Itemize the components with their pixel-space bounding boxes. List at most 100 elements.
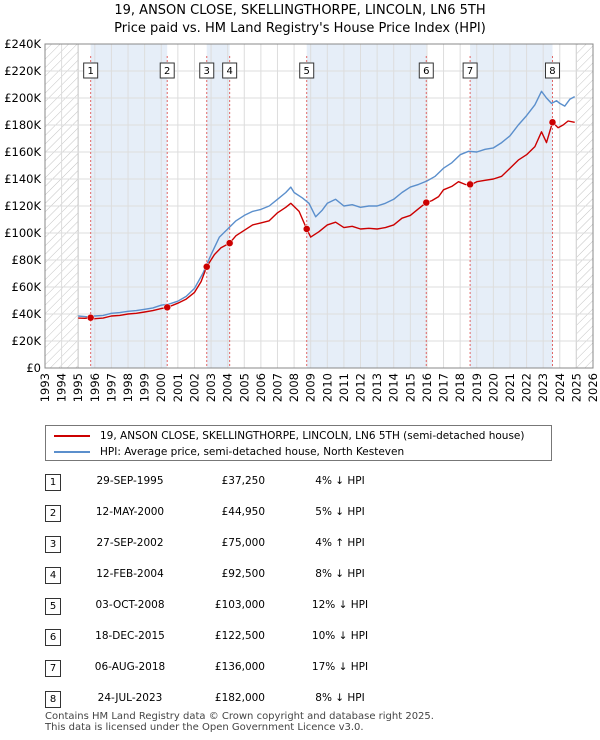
x-tick-label: 2012 xyxy=(354,373,368,402)
row-hpi-change: 5% ↓ HPI xyxy=(315,506,365,518)
table-row: 8 24-JUL-2023 £182,000 8% ↓ HPI xyxy=(45,690,550,710)
row-number: 1 xyxy=(45,474,61,491)
x-tick-label: 2021 xyxy=(503,373,517,402)
x-tick-label: 2000 xyxy=(154,373,168,402)
x-tick-label: 1994 xyxy=(55,373,69,402)
row-number: 6 xyxy=(45,629,61,646)
transaction-box-label-5: 5 xyxy=(304,66,310,77)
x-tick-label: 2022 xyxy=(520,373,534,402)
y-tick-label: £140K xyxy=(4,172,41,186)
row-price: £44,950 xyxy=(221,506,265,518)
x-tick-label: 2024 xyxy=(553,373,567,402)
legend-swatch-hpi xyxy=(54,451,90,453)
x-tick-label: 2020 xyxy=(486,373,500,402)
transaction-point-6 xyxy=(422,198,431,207)
table-row: 3 27-SEP-2002 £75,000 4% ↑ HPI xyxy=(45,535,550,555)
row-date: 12-FEB-2004 xyxy=(96,568,164,580)
transaction-point-2 xyxy=(163,303,171,312)
x-tick-label: 1999 xyxy=(138,373,152,402)
transaction-box-label-1: 1 xyxy=(87,66,93,77)
row-number: 3 xyxy=(45,536,61,553)
y-tick-label: £40K xyxy=(12,307,42,321)
row-number: 4 xyxy=(45,567,61,584)
price-chart: 1 2 3 4 5 6 7 8 £0 £20K £40K £60K £80K £100K £120K £14… xyxy=(4,37,600,402)
transaction-box-label-6: 6 xyxy=(423,66,429,77)
table-row: 6 18-DEC-2015 £122,500 10% ↓ HPI xyxy=(45,628,550,648)
row-hpi-change: 8% ↓ HPI xyxy=(315,692,365,704)
x-tick-label: 2002 xyxy=(187,373,201,402)
x-tick-label: 2018 xyxy=(453,373,467,402)
chart-title-line1: 19, ANSON CLOSE, SKELLINGTHORPE, LINCOLN… xyxy=(114,3,486,18)
y-tick-label: £80K xyxy=(12,253,42,267)
transaction-box-label-4: 4 xyxy=(226,66,232,77)
transaction-box-8 xyxy=(544,62,560,79)
row-number: 5 xyxy=(45,598,61,615)
x-tick-label: 2010 xyxy=(320,373,334,402)
x-tick-label: 2026 xyxy=(586,373,600,402)
transaction-box-6 xyxy=(418,62,434,79)
row-price: £92,500 xyxy=(221,568,265,580)
table-row: 1 29-SEP-1995 £37,250 4% ↓ HPI xyxy=(45,473,550,493)
x-tick-label: 2013 xyxy=(370,373,384,402)
y-tick-label: £160K xyxy=(4,145,41,159)
y-tick-label: £200K xyxy=(4,91,41,105)
legend-swatch-property xyxy=(54,435,90,437)
transaction-point-8 xyxy=(548,118,557,127)
chart-title: 19, ANSON CLOSE, SKELLINGTHORPE, LINCOLN… xyxy=(0,2,600,38)
row-hpi-change: 10% ↓ HPI xyxy=(311,630,369,642)
y-tick-label: £20K xyxy=(12,334,42,348)
chart-subtitle: Price paid vs. HM Land Registry's House … xyxy=(114,21,486,36)
transaction-point-7 xyxy=(466,180,474,189)
y-tick-label: £60K xyxy=(12,280,42,294)
x-tick-label: 2014 xyxy=(387,373,401,402)
x-tick-label: 2005 xyxy=(237,373,251,402)
x-tick-label: 1996 xyxy=(88,373,102,402)
y-tick-label: £100K xyxy=(4,226,41,240)
footer-licence: This data is licensed under the Open Gov… xyxy=(45,722,364,733)
transaction-point-5 xyxy=(302,225,311,233)
x-tick-label: 1998 xyxy=(121,373,135,402)
legend: 19, ANSON CLOSE, SKELLINGTHORPE, LINCOLN… xyxy=(45,425,552,461)
row-price: £136,000 xyxy=(214,661,265,673)
y-tick-label: £220K xyxy=(4,64,41,78)
legend-item-property: 19, ANSON CLOSE, SKELLINGTHORPE, LINCOLN… xyxy=(54,428,524,444)
transaction-labels: 1 2 3 4 5 6 7 8 xyxy=(83,62,560,79)
transaction-points xyxy=(86,118,557,322)
row-hpi-change: 8% ↓ HPI xyxy=(315,568,365,580)
x-tick-label: 2006 xyxy=(254,373,268,402)
plot-frame xyxy=(44,43,594,369)
x-tick-label: 2023 xyxy=(536,373,550,402)
table-row: 4 12-FEB-2004 £92,500 8% ↓ HPI xyxy=(45,566,550,586)
legend-item-hpi: HPI: Average price, semi-detached house,… xyxy=(54,444,404,460)
y-tick-label: £240K xyxy=(4,37,41,51)
y-tick-label: £120K xyxy=(4,199,41,213)
x-tick-label: 2016 xyxy=(420,373,434,402)
row-number: 8 xyxy=(45,691,61,708)
footer-copyright: Contains HM Land Registry data © Crown c… xyxy=(45,711,434,722)
row-date: 27-SEP-2002 xyxy=(96,537,164,549)
table-row: 7 06-AUG-2018 £136,000 17% ↓ HPI xyxy=(45,659,550,679)
x-tick-label: 2025 xyxy=(569,373,583,402)
transaction-box-1 xyxy=(83,62,99,79)
x-tick-label: 2019 xyxy=(470,373,484,402)
x-tick-label: 2015 xyxy=(403,373,417,402)
row-number: 2 xyxy=(45,505,61,522)
transaction-point-4 xyxy=(225,239,234,247)
x-tick-label: 1995 xyxy=(71,373,85,402)
y-tick-label: £0 xyxy=(26,361,41,375)
transaction-point-3 xyxy=(202,263,211,271)
transaction-marker-lines xyxy=(90,56,553,368)
row-hpi-change: 4% ↓ HPI xyxy=(315,475,365,487)
transaction-point-1 xyxy=(86,313,95,322)
footer: Contains HM Land Registry data © Crown c… xyxy=(45,711,434,733)
x-tick-label: 1993 xyxy=(38,373,52,402)
x-tick-label: 2009 xyxy=(304,373,318,402)
x-tick-label: 2011 xyxy=(337,373,351,402)
row-date: 03-OCT-2008 xyxy=(95,599,165,611)
legend-label-property: 19, ANSON CLOSE, SKELLINGTHORPE, LINCOLN… xyxy=(100,430,525,442)
row-date: 06-AUG-2018 xyxy=(94,661,166,673)
transaction-box-label-3: 3 xyxy=(204,66,210,77)
legend-label-hpi: HPI: Average price, semi-detached house,… xyxy=(100,446,405,458)
transaction-box-7 xyxy=(462,62,478,79)
row-date: 18-DEC-2015 xyxy=(95,630,165,642)
